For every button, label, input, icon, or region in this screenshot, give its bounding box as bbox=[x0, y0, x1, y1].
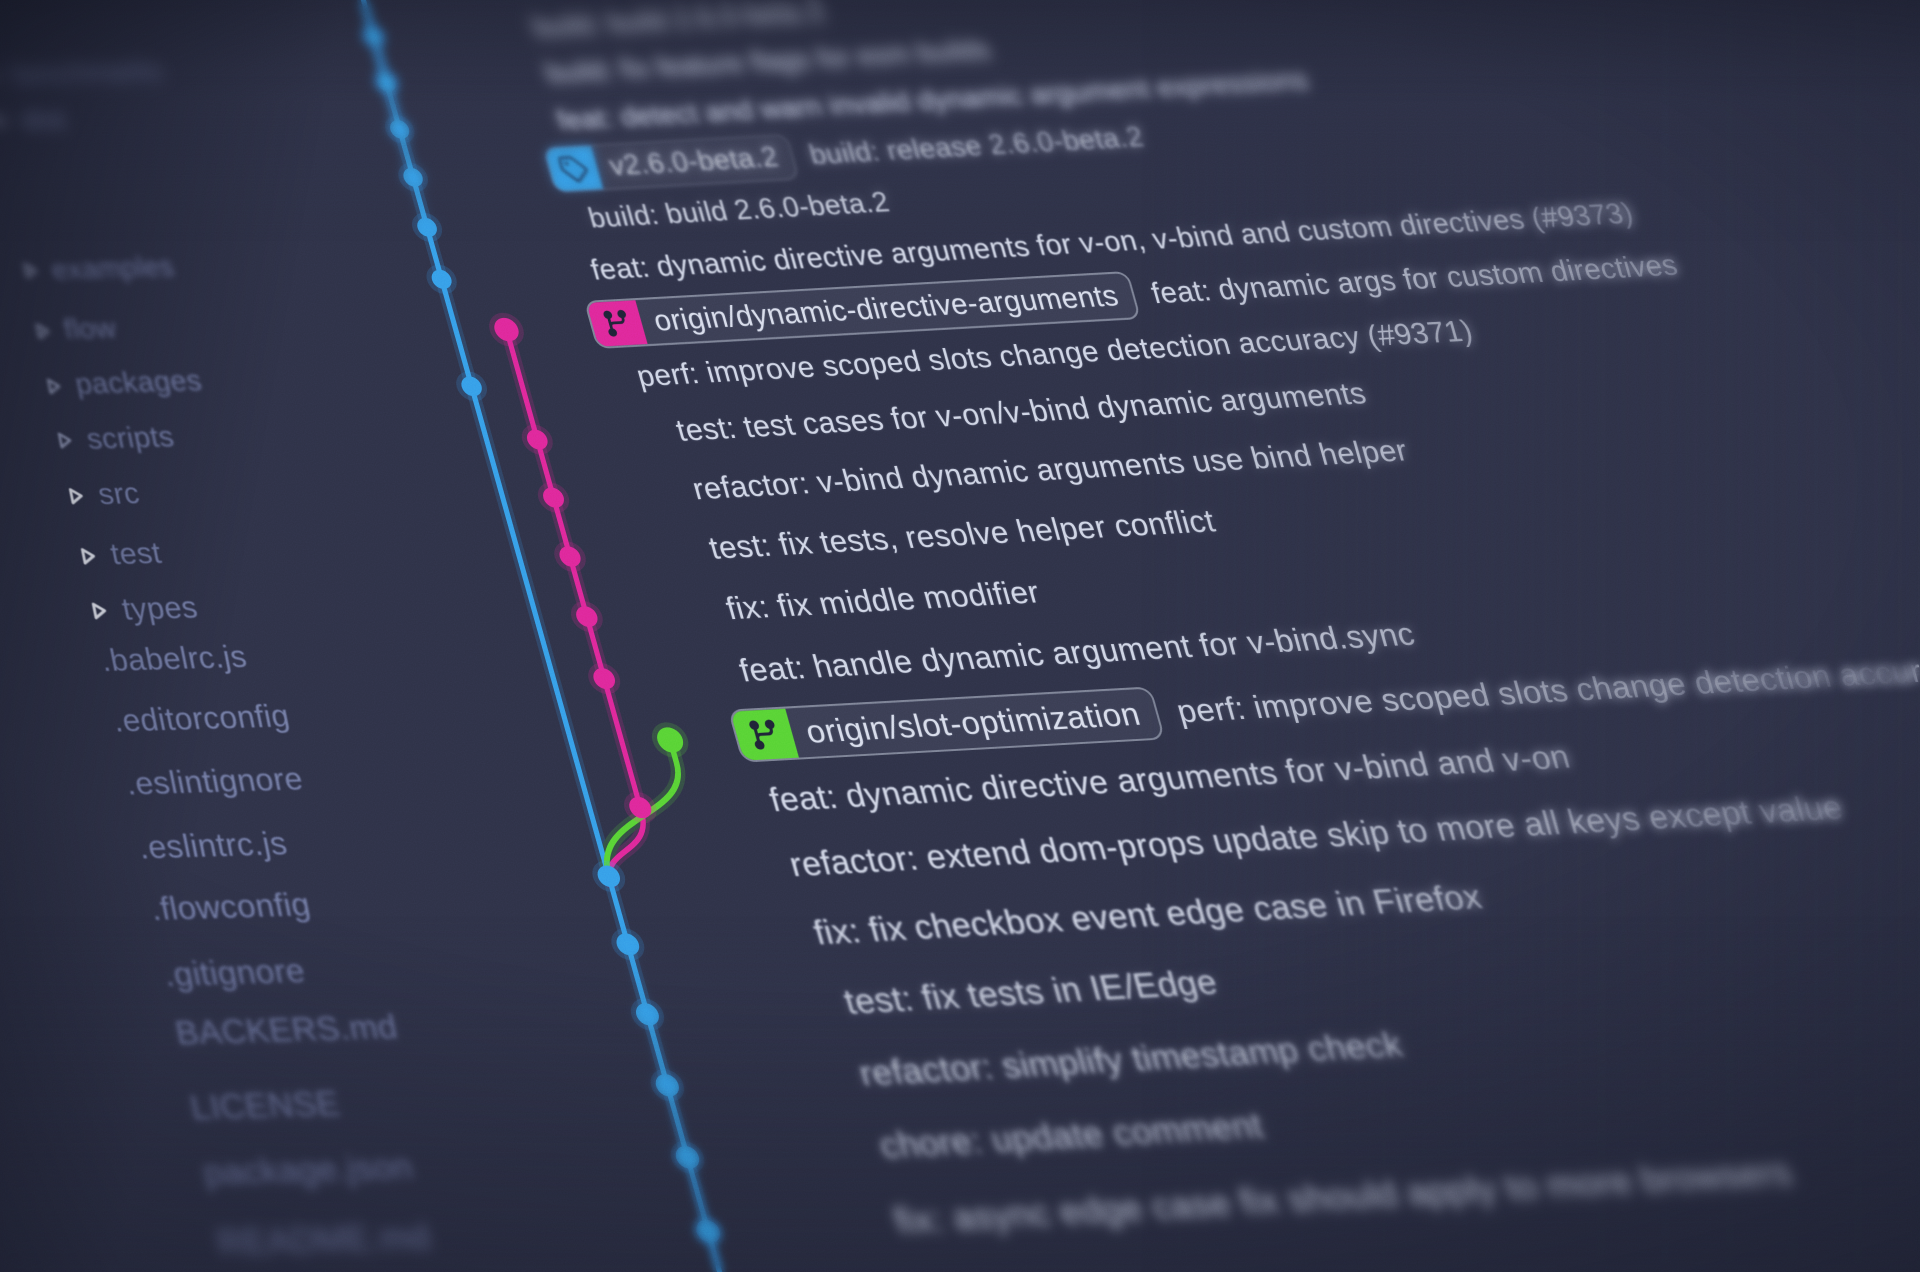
badge-label: v2.6.0-beta.2 bbox=[605, 141, 783, 182]
